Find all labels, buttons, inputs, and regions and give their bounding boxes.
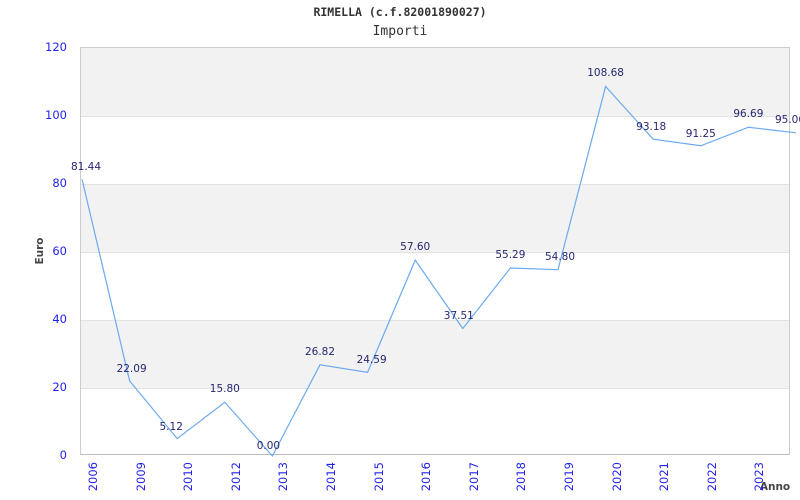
gridline [81,116,789,117]
x-axis-tick-label: 2021 [657,462,672,492]
x-axis-tick-label: 2022 [704,462,719,492]
gridline [81,320,789,321]
gridline [81,252,789,253]
y-axis-ticks: 0 20 40 60 80 100 120 [0,0,80,500]
x-axis-tick-label: 2018 [514,462,529,492]
y-axis-tick-label: 0 [59,448,67,462]
series-line [81,85,797,458]
gridline [81,184,789,185]
chart-subtitle: Importi [372,24,428,39]
x-axis-tick-label: 2016 [419,462,434,492]
plot-band [81,320,789,388]
x-axis-tick-label: 2020 [609,462,624,492]
plot-band [81,184,789,252]
gridline [81,388,789,389]
plot-band [81,48,789,116]
y-axis-tick-label: 40 [52,312,67,326]
x-axis-tick-label: 2017 [466,462,481,492]
y-axis-tick-label: 60 [52,244,67,258]
x-axis-tick-label: 2010 [181,462,196,492]
x-axis-tick-label: 2006 [86,462,100,492]
x-axis-tick-label: 2019 [562,462,576,492]
x-axis-tick-label: 2014 [324,462,338,492]
x-axis-tick-label: 2013 [276,462,291,492]
x-axis-tick-label: 2023 [752,462,767,492]
series-line-chart [81,85,797,458]
x-axis-tick-label: 2009 [133,462,148,492]
y-axis-tick-label: 100 [45,108,67,122]
y-axis-tick-label: 120 [45,40,67,54]
plot-area: 81.44 22.09 5.12 15.80 0.00 26.82 24.59 57.60 37… [71,47,800,458]
x-axis-title: Anno [759,481,791,493]
chart-title: RIMELLA (c.f.82001890027) [313,5,487,19]
y-axis-tick-label: 20 [52,380,67,394]
x-axis-tick-label: 2015 [371,462,386,492]
x-axis-tick-label: 2012 [228,462,243,492]
y-axis-tick-label: 80 [52,176,67,190]
